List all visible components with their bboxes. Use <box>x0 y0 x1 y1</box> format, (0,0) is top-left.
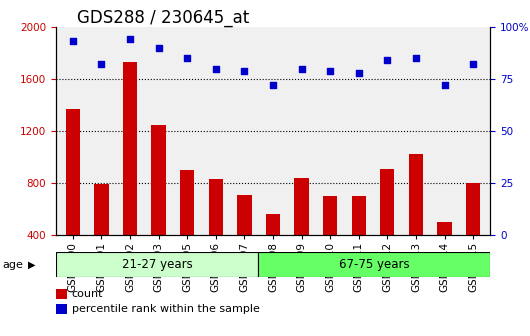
Point <box>68 39 77 44</box>
Point <box>383 57 392 63</box>
Text: 67-75 years: 67-75 years <box>339 258 410 271</box>
Point <box>297 66 306 71</box>
Bar <box>56 252 259 277</box>
Text: ▶: ▶ <box>28 260 35 269</box>
Bar <box>209 179 223 287</box>
Bar <box>259 252 490 277</box>
Bar <box>123 62 137 287</box>
Point <box>440 83 449 88</box>
Bar <box>152 125 166 287</box>
Bar <box>66 109 80 287</box>
Point <box>269 83 277 88</box>
Bar <box>294 178 308 287</box>
Point <box>183 55 191 61</box>
Text: count: count <box>72 289 103 299</box>
Point <box>469 62 478 67</box>
Point <box>240 68 249 73</box>
Bar <box>380 169 394 287</box>
Bar <box>466 183 480 287</box>
Text: age: age <box>3 260 23 269</box>
Bar <box>94 184 109 287</box>
Point <box>211 66 220 71</box>
Point <box>154 45 163 50</box>
Text: GDS288 / 230645_at: GDS288 / 230645_at <box>77 9 250 27</box>
Bar <box>323 196 337 287</box>
Point <box>97 62 105 67</box>
Text: percentile rank within the sample: percentile rank within the sample <box>72 304 259 314</box>
Bar <box>437 222 452 287</box>
Text: 21-27 years: 21-27 years <box>122 258 192 271</box>
Bar <box>237 195 252 287</box>
Point <box>326 68 334 73</box>
Point <box>355 70 363 75</box>
Bar <box>409 155 423 287</box>
Bar <box>180 170 195 287</box>
Point <box>126 37 134 42</box>
Point <box>412 55 420 61</box>
Bar <box>266 214 280 287</box>
Bar <box>351 196 366 287</box>
